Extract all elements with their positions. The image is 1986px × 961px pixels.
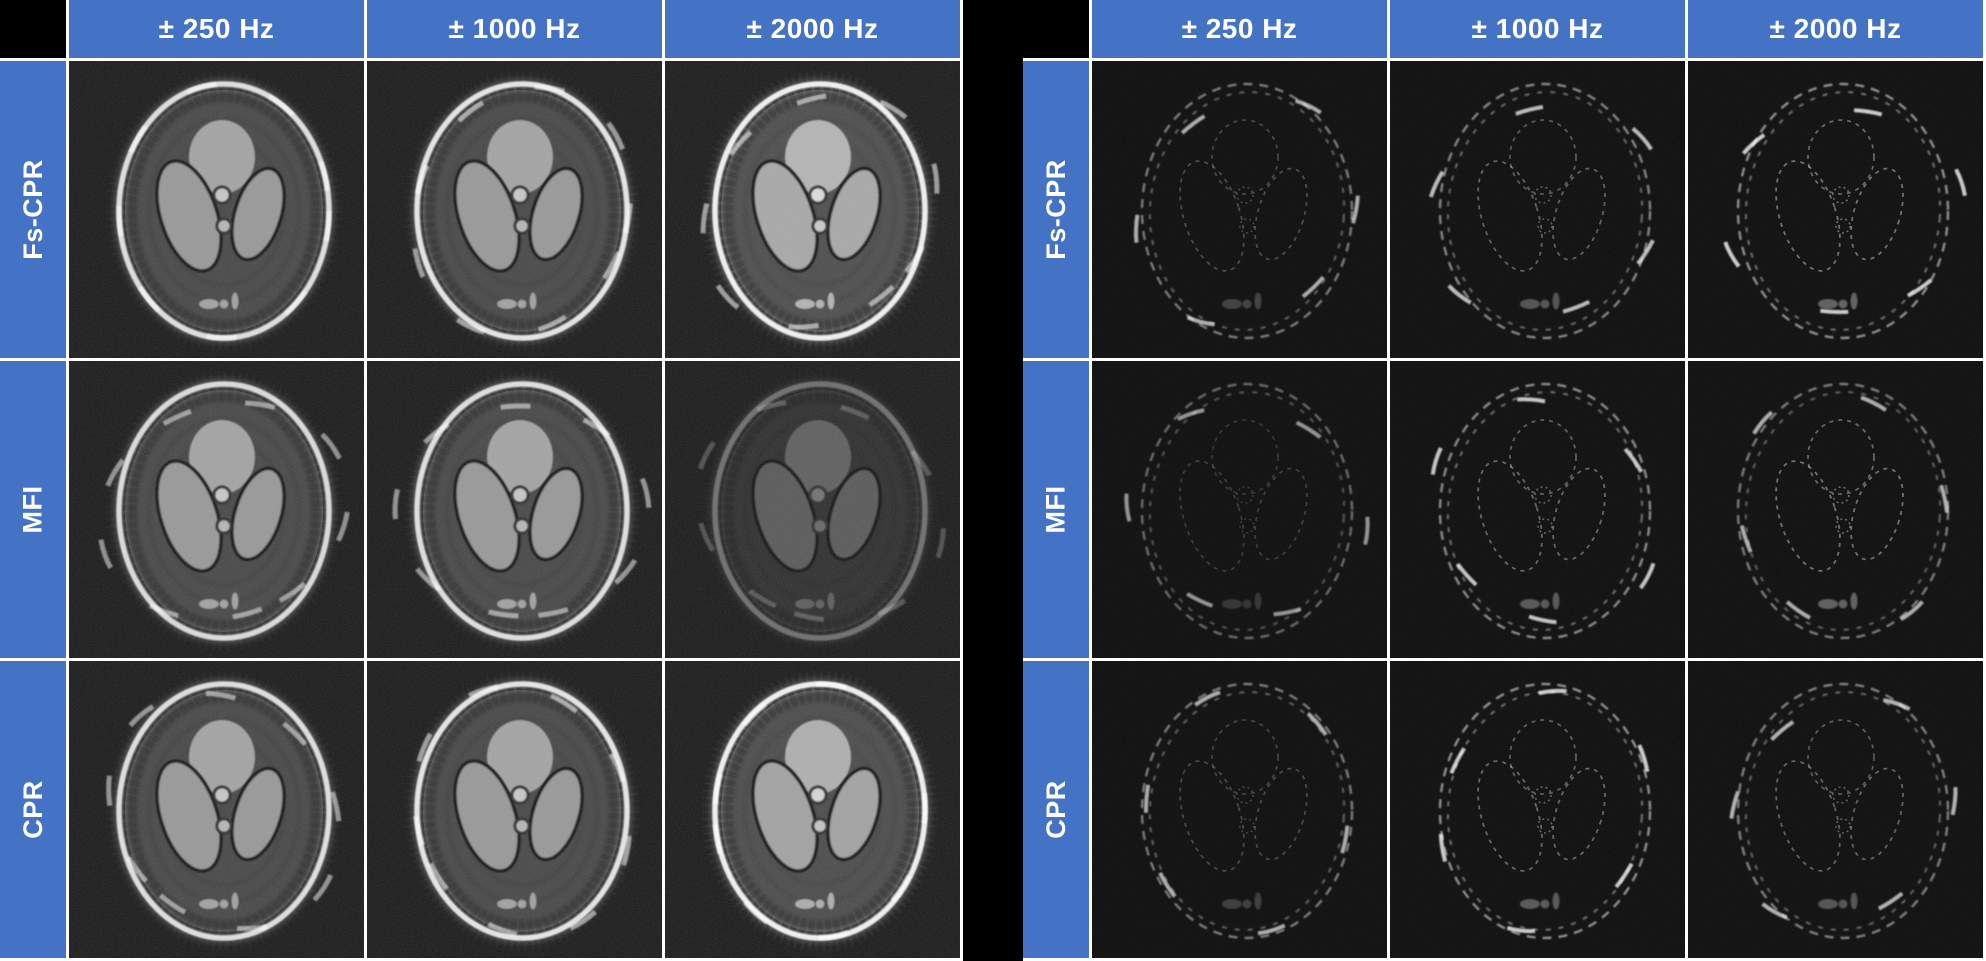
difference-map-cell: [1092, 661, 1387, 958]
phantom-reconstruction-cell: [367, 61, 662, 358]
panel-reconstructed-images: ± 250 Hz ± 1000 Hz ± 2000 Hz Fs-CPR MFI: [0, 0, 963, 961]
difference-map-cell: [1688, 361, 1983, 658]
column-header-frequency: ± 250 Hz: [69, 0, 364, 58]
phantom-image: [367, 61, 662, 358]
corner-cell: [1023, 0, 1089, 58]
phantom-image: [665, 61, 960, 358]
row-header-method: MFI: [1023, 361, 1089, 658]
difference-map-cell: [1688, 61, 1983, 358]
column-header-label: ± 2000 Hz: [1769, 13, 1902, 44]
error-map-image: [1390, 61, 1685, 358]
row-header-method: CPR: [0, 661, 66, 958]
phantom-reconstruction-cell: [69, 361, 364, 658]
row-header-label: CPR: [1040, 780, 1071, 839]
phantom-image: [367, 661, 662, 958]
phantom-image: [367, 361, 662, 658]
row-header-label: Fs-CPR: [1040, 159, 1071, 260]
phantom-reconstruction-cell: [69, 661, 364, 958]
phantom-image: [69, 61, 364, 358]
phantom-reconstruction-cell: [665, 61, 960, 358]
error-map-image: [1092, 361, 1387, 658]
phantom-reconstruction-cell: [665, 661, 960, 958]
difference-map-cell: [1390, 661, 1685, 958]
column-header-label: ± 250 Hz: [158, 13, 275, 44]
error-map-image: [1092, 661, 1387, 958]
difference-map-cell: [1390, 61, 1685, 358]
column-header-frequency: ± 1000 Hz: [1390, 0, 1685, 58]
row-header-method: CPR: [1023, 661, 1089, 958]
corner-cell: [0, 0, 66, 58]
row-header-method: Fs-CPR: [1023, 61, 1089, 358]
phantom-image: [69, 661, 364, 958]
row-header-label: CPR: [17, 780, 48, 839]
difference-map-cell: [1688, 661, 1983, 958]
error-map-image: [1688, 61, 1983, 358]
row-header-label: Fs-CPR: [17, 159, 48, 260]
row-header-method: Fs-CPR: [0, 61, 66, 358]
phantom-reconstruction-cell: [367, 361, 662, 658]
phantom-reconstruction-cell: [69, 61, 364, 358]
error-map-image: [1390, 361, 1685, 658]
difference-map-cell: [1092, 61, 1387, 358]
row-header-label: MFI: [17, 485, 48, 534]
error-map-image: [1390, 661, 1685, 958]
difference-map-cell: [1092, 361, 1387, 658]
phantom-reconstruction-cell: [665, 361, 960, 658]
difference-map-cell: [1390, 361, 1685, 658]
row-header-method: MFI: [0, 361, 66, 658]
phantom-image: [665, 361, 960, 658]
column-header-frequency: ± 2000 Hz: [665, 0, 960, 58]
row-header-label: MFI: [1040, 485, 1071, 534]
error-map-image: [1688, 361, 1983, 658]
phantom-image: [665, 661, 960, 958]
phantom-reconstruction-cell: [367, 661, 662, 958]
column-header-frequency: ± 2000 Hz: [1688, 0, 1983, 58]
panel-error-maps: ± 250 Hz ± 1000 Hz ± 2000 Hz Fs-CPR MFI: [1023, 0, 1986, 961]
phantom-image: [69, 361, 364, 658]
column-header-frequency: ± 1000 Hz: [367, 0, 662, 58]
column-header-label: ± 1000 Hz: [1471, 13, 1604, 44]
column-header-label: ± 1000 Hz: [448, 13, 581, 44]
column-header-label: ± 2000 Hz: [746, 13, 879, 44]
error-map-image: [1688, 661, 1983, 958]
error-map-image: [1092, 61, 1387, 358]
column-header-frequency: ± 250 Hz: [1092, 0, 1387, 58]
column-header-label: ± 250 Hz: [1181, 13, 1298, 44]
